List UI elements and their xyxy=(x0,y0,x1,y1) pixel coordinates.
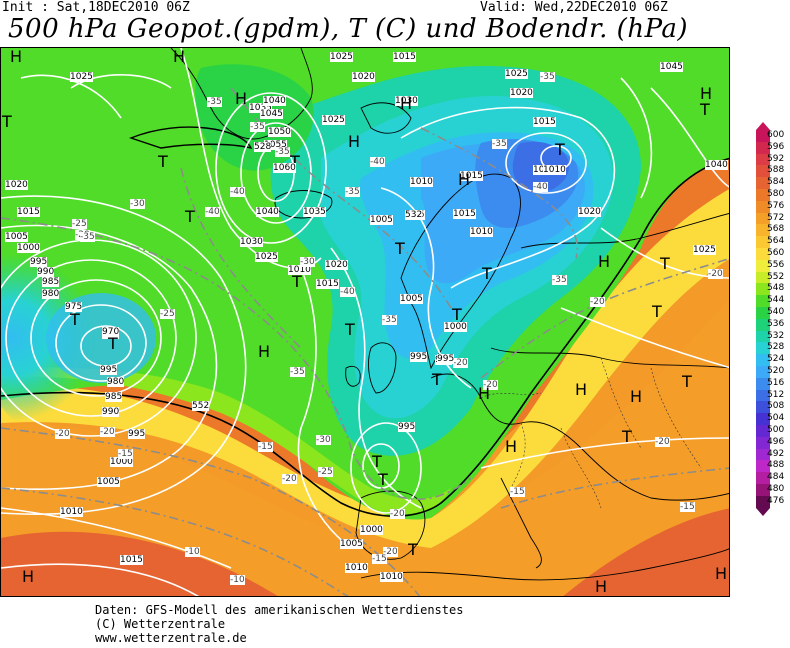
coastlines xyxy=(170,48,729,581)
colorbar-segment xyxy=(756,366,770,379)
colorbar-label: 568 xyxy=(767,224,785,235)
colorbar-segment xyxy=(756,283,770,296)
colorbar-label: 564 xyxy=(767,236,785,247)
colorbar-segment xyxy=(756,484,770,497)
colorbar-segment xyxy=(756,342,770,355)
field-atlantic-low-core xyxy=(46,293,156,383)
colorbar-segment xyxy=(756,224,770,237)
colorbar-label: 572 xyxy=(767,212,785,223)
colorbar-segment xyxy=(756,448,770,461)
colorbar-bottom-arrow xyxy=(756,507,770,516)
colorbar-top-arrow xyxy=(756,122,770,130)
colorbar-label: 496 xyxy=(767,436,785,447)
colorbar-segment xyxy=(756,460,770,473)
isotherms xyxy=(1,87,729,596)
colorbar-label: 488 xyxy=(767,460,785,471)
colorbar-label: 600 xyxy=(767,130,785,140)
credit-copyright: (C) Wetterzentrale xyxy=(95,617,226,631)
colorbar-label: 552 xyxy=(767,271,785,282)
credit-url: www.wetterzentrale.de xyxy=(95,631,247,645)
colorbar-segment xyxy=(756,413,770,426)
colorbar-label: 528 xyxy=(767,342,785,353)
colorbar-label: 580 xyxy=(767,189,785,199)
colorbar-segment xyxy=(756,141,770,155)
borders xyxy=(480,357,702,509)
colorbar-segment xyxy=(756,153,770,166)
colorbar-label: 548 xyxy=(767,283,785,294)
init-time: Init : Sat,18DEC2010 06Z xyxy=(2,0,190,15)
colorbar-label: 508 xyxy=(767,401,785,412)
colorbar-label: 504 xyxy=(767,413,785,424)
colorbar-segment xyxy=(756,165,770,178)
weather-map xyxy=(0,47,730,597)
field-548 xyxy=(1,367,451,515)
colorbar-label: 476 xyxy=(767,495,785,506)
field-584 xyxy=(563,508,729,596)
colorbar-label: 524 xyxy=(767,354,785,365)
colorbar-label: 576 xyxy=(767,200,785,211)
colorbar-segment xyxy=(756,401,770,414)
colorbar-label: 588 xyxy=(767,165,785,176)
colorbar-label: 560 xyxy=(767,248,785,258)
colorbar-label: 484 xyxy=(767,472,785,483)
colorbar-segment xyxy=(756,130,770,143)
colorbar-label: 516 xyxy=(767,377,785,388)
colorbar-segment xyxy=(756,177,770,190)
colorbar-label: 480 xyxy=(767,484,785,494)
colorbar-segment xyxy=(756,271,770,284)
colorbar-label: 544 xyxy=(767,295,785,306)
colorbar-label: 556 xyxy=(767,259,785,270)
colorbar-label: 536 xyxy=(767,318,785,329)
colorbar-segment xyxy=(756,377,770,391)
colorbar-label: 512 xyxy=(767,389,785,400)
colorbar-segment xyxy=(756,389,770,402)
colorbar-segment xyxy=(756,307,770,320)
colorbar-segment xyxy=(756,425,770,438)
map-title: 500 hPa Geopot.(gpdm), T (C) und Bodendr… xyxy=(8,14,689,44)
colorbar-segment xyxy=(756,330,770,343)
colorbar-label: 540 xyxy=(767,307,785,317)
field-568 xyxy=(1,229,729,596)
colorbar-segment xyxy=(756,248,770,261)
colorbar-label: 584 xyxy=(767,177,785,188)
contour-532-ring xyxy=(128,126,253,150)
colorbar-segment xyxy=(756,472,770,485)
colorbar-label: 532 xyxy=(767,330,785,341)
colorbar-segment xyxy=(756,189,770,202)
weather-map-svg xyxy=(1,48,729,596)
colorbar-label: 492 xyxy=(767,448,785,459)
credit-data: Daten: GFS-Modell des amerikanischen Wet… xyxy=(95,603,464,617)
colorbar-segment xyxy=(756,436,770,450)
colorbar-label: 520 xyxy=(767,366,785,376)
colorbar-label: 596 xyxy=(767,141,785,152)
colorbar-segment xyxy=(756,212,770,225)
colorbar-segment xyxy=(756,200,770,214)
colorbar-segment xyxy=(756,295,770,308)
colorbar-segment xyxy=(756,236,770,249)
colorbar-segment xyxy=(756,495,770,509)
valid-time: Valid: Wed,22DEC2010 06Z xyxy=(480,0,668,15)
field-556 xyxy=(1,189,729,548)
colorbar-label: 592 xyxy=(767,153,785,164)
colorbar-segment xyxy=(756,259,770,273)
colorbar-segment xyxy=(756,318,770,332)
colorbar-label: 500 xyxy=(767,425,785,435)
colorbar-segment xyxy=(756,354,770,367)
